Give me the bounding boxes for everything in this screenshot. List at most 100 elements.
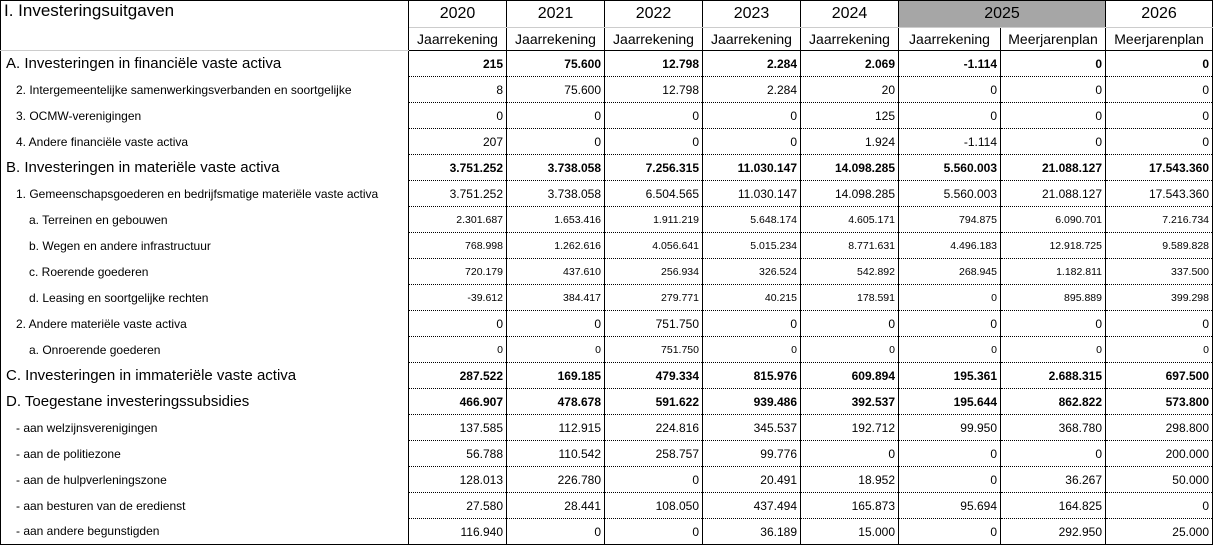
- year-header: 2024: [800, 0, 899, 28]
- value-cell: 0: [800, 440, 899, 467]
- value-cell: 0: [408, 310, 507, 337]
- value-cell: 1.182.811: [1000, 258, 1106, 285]
- value-cell: 0: [1105, 492, 1213, 519]
- value-cell: 5.560.003: [898, 154, 1001, 181]
- value-cell: 3.751.252: [408, 180, 507, 207]
- value-cell: 0: [1105, 128, 1213, 155]
- value-cell: 0: [408, 336, 507, 363]
- value-cell: 3.751.252: [408, 154, 507, 181]
- subheader-row: Jaarrekening Jaarrekening Jaarrekening Jaar…: [1, 27, 1213, 51]
- value-cell: 573.800: [1105, 388, 1213, 415]
- value-cell: 7.256.315: [604, 154, 703, 181]
- row-label: c. Roerende goederen: [0, 258, 409, 285]
- table-row: A. Investeringen in financiële vaste act…: [0, 50, 1213, 77]
- table-row: - aan besturen van de eredienst 27.580 28.…: [0, 492, 1213, 519]
- value-cell: 15.000: [800, 518, 899, 545]
- value-cell: 128.013: [408, 466, 507, 493]
- value-cell: 4.496.183: [898, 232, 1001, 259]
- value-cell: 697.500: [1105, 362, 1213, 389]
- value-cell: 0: [1000, 128, 1106, 155]
- value-cell: 75.600: [506, 50, 605, 77]
- value-cell: 337.500: [1105, 258, 1213, 285]
- value-cell: 542.892: [800, 258, 899, 285]
- row-label: - aan de hulpverleningszone: [0, 466, 409, 493]
- row-label: - aan andere begunstigden: [0, 518, 409, 545]
- value-cell: 0: [506, 102, 605, 129]
- value-cell: 2.284: [702, 50, 801, 77]
- value-cell: 0: [1000, 336, 1106, 363]
- value-cell: 116.940: [408, 518, 507, 545]
- value-cell: -39.612: [408, 284, 507, 311]
- column-subheader: Jaarrekening: [604, 27, 703, 51]
- row-label: 3. OCMW-verenigingen: [0, 102, 409, 129]
- value-cell: 56.788: [408, 440, 507, 467]
- row-label: A. Investeringen in financiële vaste act…: [0, 50, 409, 77]
- year-header: 2020: [408, 0, 507, 28]
- row-label: b. Wegen en andere infrastructuur: [0, 232, 409, 259]
- row-label: C. Investeringen in immateriële vaste ac…: [0, 362, 409, 389]
- table-row: - aan welzijnsverenigingen 137.585 112.915…: [0, 414, 1213, 441]
- table-row: - aan de hulpverleningszone 128.013 226.78…: [0, 466, 1213, 493]
- value-cell: 2.069: [800, 50, 899, 77]
- value-cell: 178.591: [800, 284, 899, 311]
- value-cell: 0: [702, 310, 801, 337]
- value-cell: 9.589.828: [1105, 232, 1213, 259]
- value-cell: -1.114: [898, 50, 1001, 77]
- value-cell: 165.873: [800, 492, 899, 519]
- table-row: - aan andere begunstigden 116.940 0 0 36.189…: [0, 518, 1213, 545]
- row-label: - aan besturen van de eredienst: [0, 492, 409, 519]
- row-label: D. Toegestane investeringssubsidies: [0, 388, 409, 415]
- value-cell: 0: [800, 310, 899, 337]
- value-cell: 479.334: [604, 362, 703, 389]
- value-cell: 215: [408, 50, 507, 77]
- value-cell: 0: [506, 518, 605, 545]
- value-cell: 0: [604, 128, 703, 155]
- value-cell: 0: [1105, 310, 1213, 337]
- value-cell: 0: [702, 336, 801, 363]
- column-subheader: Meerjarenplan: [1105, 27, 1213, 51]
- column-subheader: Jaarrekening: [800, 27, 899, 51]
- year-header: 2023: [702, 0, 801, 28]
- value-cell: 0: [506, 310, 605, 337]
- column-subheader: Jaarrekening: [408, 27, 507, 51]
- value-cell: 20.491: [702, 466, 801, 493]
- value-cell: 0: [604, 518, 703, 545]
- value-cell: 99.950: [898, 414, 1001, 441]
- value-cell: 0: [800, 336, 899, 363]
- value-cell: 591.622: [604, 388, 703, 415]
- table-row: C. Investeringen in immateriële vaste ac…: [0, 362, 1213, 389]
- value-cell: 3.738.058: [506, 180, 605, 207]
- value-cell: 226.780: [506, 466, 605, 493]
- row-label: a. Terreinen en gebouwen: [0, 206, 409, 233]
- value-cell: 895.889: [1000, 284, 1106, 311]
- value-cell: 939.486: [702, 388, 801, 415]
- value-cell: 0: [898, 466, 1001, 493]
- row-label: 1. Gemeenschapsgoederen en bedrijfsmatig…: [0, 180, 409, 207]
- value-cell: 0: [898, 440, 1001, 467]
- value-cell: 0: [506, 128, 605, 155]
- value-cell: 1.924: [800, 128, 899, 155]
- value-cell: 0: [898, 102, 1001, 129]
- column-subheader: Jaarrekening: [898, 27, 1001, 51]
- table-row: a. Onroerende goederen 0 0 751.750 0 0 0 0 0: [0, 336, 1213, 363]
- value-cell: 207: [408, 128, 507, 155]
- value-cell: 0: [604, 102, 703, 129]
- row-label: B. Investeringen in materiële vaste acti…: [0, 154, 409, 181]
- value-cell: 2.301.687: [408, 206, 507, 233]
- value-cell: 392.537: [800, 388, 899, 415]
- value-cell: 298.800: [1105, 414, 1213, 441]
- value-cell: 437.610: [506, 258, 605, 285]
- value-cell: 0: [1105, 336, 1213, 363]
- value-cell: 0: [408, 102, 507, 129]
- row-label: - aan welzijnsverenigingen: [0, 414, 409, 441]
- value-cell: 17.543.360: [1105, 180, 1213, 207]
- row-label: 2. Andere materiële vaste activa: [0, 310, 409, 337]
- value-cell: 5.015.234: [702, 232, 801, 259]
- row-label: - aan de politiezone: [0, 440, 409, 467]
- value-cell: 11.030.147: [702, 154, 801, 181]
- value-cell: 12.918.725: [1000, 232, 1106, 259]
- value-cell: 751.750: [604, 310, 703, 337]
- year-header: 2025: [898, 0, 1106, 28]
- value-cell: 110.542: [506, 440, 605, 467]
